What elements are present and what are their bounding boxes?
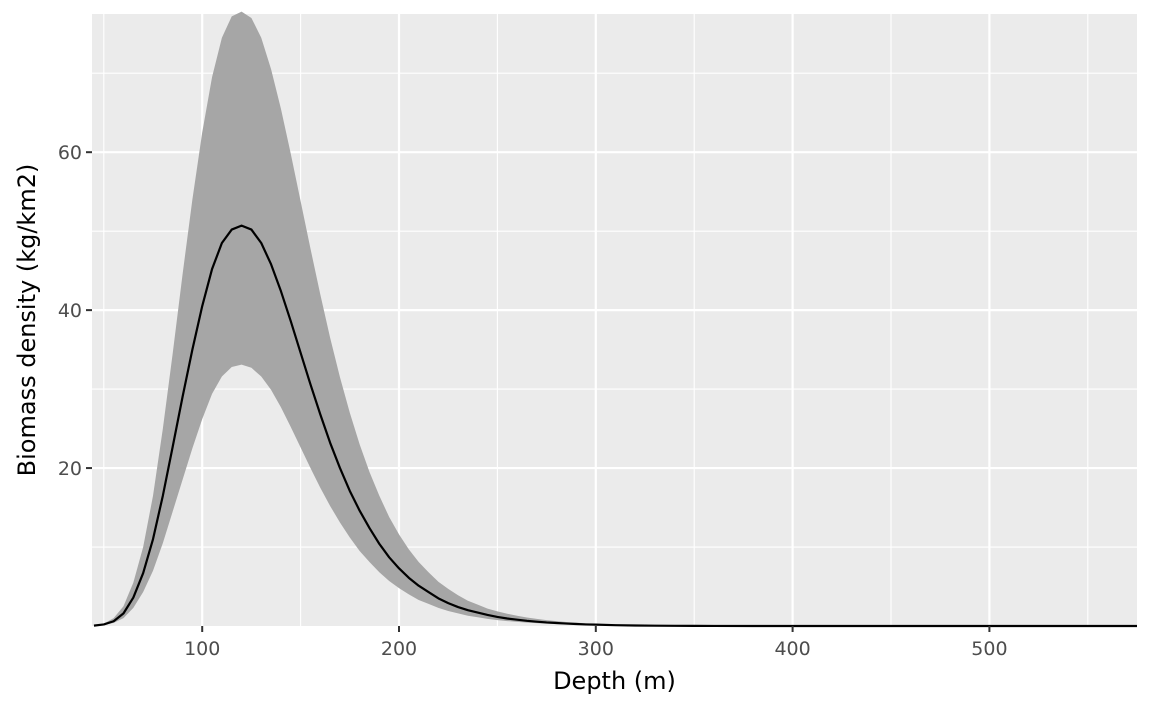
estimate-line: [93, 224, 1137, 628]
y-axis-ticks: 20 40 60: [58, 142, 92, 480]
x-tick-label: 300: [578, 638, 614, 660]
y-tick-label: 20: [58, 458, 82, 480]
x-tick-label: 400: [774, 638, 810, 660]
confidence-ribbon: [93, 11, 1138, 626]
y-tick-label: 60: [58, 142, 82, 164]
x-axis-title: Depth (m): [553, 667, 676, 695]
x-tick-label: 200: [381, 638, 417, 660]
y-tick-label: 40: [58, 300, 82, 322]
x-axis-ticks: 100 200 300 400 500: [184, 626, 1008, 660]
y-axis-title: Biomass density (kg/km2): [13, 164, 41, 477]
x-tick-label: 500: [971, 638, 1007, 660]
x-tick-label: 100: [184, 638, 220, 660]
